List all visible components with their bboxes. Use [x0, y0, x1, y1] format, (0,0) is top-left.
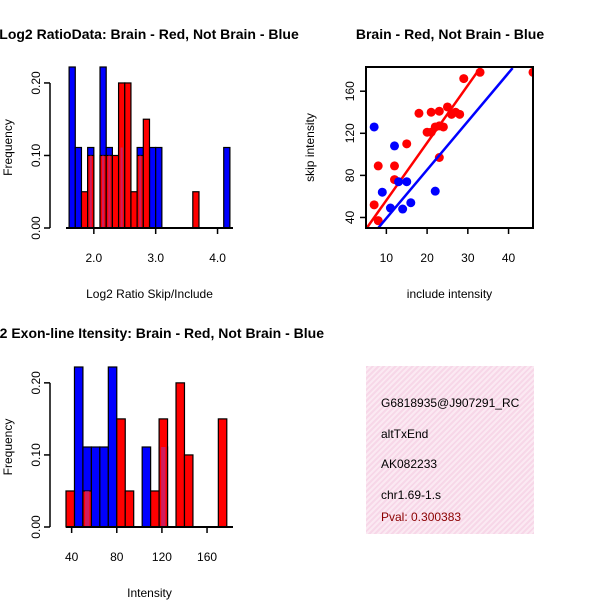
intensity-scatter-point-brain-17: [438, 122, 448, 132]
intensity-hist-overlap-1: [84, 490, 90, 527]
intensity-hist-xtick-label-0: 40: [65, 550, 79, 564]
intensity-hist-bar-not-brain-3: [99, 446, 109, 528]
intensity-scatter-point-brain-8: [402, 139, 412, 149]
ratio-hist-ylabel: Frequency: [1, 119, 15, 176]
intensity-scatter-ytick-label-0: 40: [343, 210, 357, 224]
intensity-scatter-point-not-brain-5: [398, 204, 408, 214]
ratio-hist-overlap-5: [120, 147, 123, 228]
ratio-hist-bar-not-brain-0: [68, 66, 76, 229]
intensity-scatter-ytick-label-2: 120: [343, 123, 357, 143]
intensity-hist-title: Log2 Exon-line Itensity: Brain - Red, No…: [0, 325, 324, 341]
intensity-scatter-point-brain-6: [390, 161, 400, 171]
intensity-hist-bar-brain-4: [150, 490, 160, 528]
info-location: chr1.69-1.s: [381, 488, 442, 502]
ratio-hist-overlap-2: [102, 155, 105, 228]
intensity-hist-xlabel: Intensity: [127, 586, 172, 600]
intensity-hist-ytick-label-0: 0.00: [29, 515, 43, 539]
ratio-hist-bar-brain-0: [80, 191, 89, 229]
intensity-hist-bar-not-brain-5: [141, 446, 152, 528]
ratio-hist-xlabel: Log2 Ratio Skip/Include: [86, 287, 213, 301]
ratio-hist-overlap-8: [139, 155, 142, 228]
intensity-hist-bar-brain-2: [116, 418, 126, 528]
intensity-hist-bar-not-brain-4: [107, 366, 118, 528]
intensity-scatter-xtick-label-2: 30: [461, 251, 475, 265]
intensity-scatter-point-not-brain-2: [385, 203, 395, 213]
ratio-hist-xtick-label-1: 3.0: [147, 251, 164, 265]
info-accession: AK082233: [381, 457, 438, 471]
intensity-hist-ytick-label-1: 0.10: [29, 443, 43, 467]
ratio-hist-bar-brain-7: [130, 191, 138, 229]
intensity-hist-bar-brain-0: [65, 490, 76, 528]
intensity-scatter-point-brain-9: [414, 108, 424, 118]
intensity-scatter-ytick-label-3: 160: [343, 81, 357, 101]
intensity-hist-bar-not-brain-2: [90, 446, 101, 528]
intensity-scatter-point-brain-4: [373, 216, 383, 226]
intensity-hist-xtick-label-3: 160: [197, 550, 217, 564]
intensity-scatter-title: Brain - Red, Not Brain - Blue: [356, 26, 544, 42]
intensity-scatter-point-brain-2: [459, 74, 469, 84]
intensity-scatter-ylabel: skip intensity: [303, 113, 317, 182]
intensity-scatter-point-brain-1: [475, 67, 485, 77]
intensity-scatter-point-brain-5: [373, 161, 383, 171]
info-panel: G6818935@J907291_RC altTxEnd AK082233 ch…: [366, 366, 534, 534]
ratio-hist-overlap-1: [89, 155, 92, 228]
intensity-scatter-fit-brain: [366, 67, 482, 228]
intensity-hist-bar-brain-6: [175, 382, 186, 528]
intensity-scatter-point-not-brain-8: [430, 186, 440, 196]
ratio-hist-xtick-label-0: 2.0: [85, 251, 102, 265]
intensity-hist-ylabel: Frequency: [1, 419, 15, 476]
intensity-scatter-point-not-brain-4: [394, 177, 404, 187]
ratio-hist-bar-not-brain-8: [155, 146, 163, 229]
ratio-hist-ytick-label-0: 0.00: [29, 216, 43, 240]
intensity-scatter-point-brain-3: [369, 200, 379, 210]
intensity-scatter-xlabel: include intensity: [407, 287, 492, 301]
intensity-scatter-point-not-brain-6: [402, 177, 412, 187]
intensity-hist-overlap-5: [161, 447, 166, 527]
intensity-scatter-xtick-label-0: 10: [380, 251, 394, 265]
intensity-hist-ytick-label-2: 0.20: [29, 371, 43, 395]
intensity-scatter-point-not-brain-3: [390, 141, 400, 151]
ratio-hist-xtick-label-2: 4.0: [209, 251, 226, 265]
ratio-hist-bar-not-brain-7: [148, 146, 157, 229]
intensity-scatter-point-brain-18: [442, 102, 452, 112]
ratio-hist-bar-not-brain-1: [74, 146, 83, 229]
info-gene-id: G6818935@J907291_RC: [381, 396, 520, 410]
ratio-hist-bar-brain-6: [124, 82, 132, 229]
intensity-scatter-point-brain-0: [528, 67, 533, 77]
ratio-hist-ytick-label-2: 0.20: [29, 71, 43, 95]
info-pval: Pval: 0.300383: [381, 510, 462, 524]
intensity-scatter-point-brain-11: [426, 107, 436, 117]
intensity-scatter-point-brain-14: [434, 106, 444, 116]
intensity-hist-bar-brain-7: [183, 454, 194, 528]
intensity-scatter-fit-not-brain: [377, 67, 514, 228]
intensity-scatter-ytick-label-1: 80: [343, 168, 357, 182]
ratio-hist-bar-brain-10: [192, 191, 200, 229]
intensity-scatter-point-not-brain-1: [377, 187, 387, 197]
intensity-hist-xtick-label-1: 80: [110, 550, 124, 564]
info-event-type: altTxEnd: [381, 427, 429, 441]
ratio-hist-bar-brain-9: [142, 118, 151, 229]
intensity-hist-bar-brain-3: [124, 490, 135, 528]
intensity-scatter-xtick-label-1: 20: [420, 251, 434, 265]
intensity-hist-bar-brain-8: [217, 418, 228, 528]
intensity-scatter-xtick-label-3: 40: [502, 251, 516, 265]
ratio-hist-bar-brain-4: [111, 154, 120, 229]
ratio-hist-overlap-3: [108, 155, 111, 228]
intensity-hist-bar-not-brain-0: [73, 366, 84, 528]
ratio-hist-ytick-label-1: 0.10: [29, 143, 43, 167]
ratio-hist-title: Log2 RatioData: Brain - Red, Not Brain -…: [0, 26, 299, 42]
ratio-hist-bar-not-brain-9: [223, 146, 231, 229]
intensity-scatter-frame: [365, 66, 534, 229]
intensity-scatter-point-brain-21: [455, 109, 465, 119]
intensity-scatter-point-not-brain-7: [406, 198, 416, 208]
intensity-scatter-point-not-brain-0: [369, 122, 379, 132]
intensity-hist-xtick-label-2: 120: [152, 550, 172, 564]
